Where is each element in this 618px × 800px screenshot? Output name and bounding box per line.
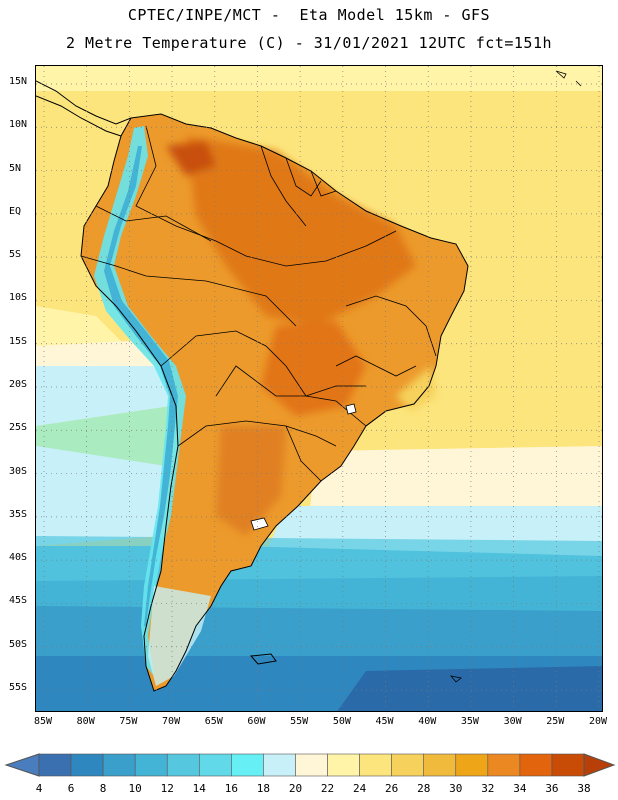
latitude-label: 20S <box>9 379 28 390</box>
country-borders <box>80 125 437 482</box>
colorbar-tick-label: 22 <box>320 782 335 795</box>
colorbar-bin <box>263 753 296 777</box>
colorbar-tick-label: 34 <box>513 782 527 795</box>
colorbar-tick-label: 36 <box>545 782 559 795</box>
latitude-label: 10N <box>9 119 28 131</box>
longitude-label: 20W <box>588 716 608 727</box>
caribbean-islands <box>555 70 582 87</box>
colorbar-tick-label: 6 <box>67 782 75 795</box>
latitude-label: 25S <box>9 422 28 434</box>
longitude-label: 55W <box>290 716 309 727</box>
andes-cold-ridge <box>94 126 186 676</box>
temperature-map-canvas <box>36 66 602 711</box>
hot-zone-amazon <box>186 136 416 326</box>
colorbar-tick-label: 12 <box>160 782 174 795</box>
colorbar-bin <box>551 753 585 777</box>
patagonia-cool <box>148 586 211 686</box>
colorbar-tick-label: 10 <box>128 782 142 795</box>
map-title-line2: 2 Metre Temperature (C) - 31/01/2021 12U… <box>65 34 553 52</box>
latitude-label: 10S <box>9 292 28 304</box>
longitude-label: 40W <box>418 716 437 727</box>
hot-zone-south <box>216 426 286 536</box>
longitude-label: 60W <box>247 716 266 727</box>
central-america-coast-south <box>36 95 122 137</box>
latitude-label: 45S <box>9 595 28 607</box>
lake <box>250 517 269 531</box>
latitude-label: 15N <box>9 76 28 87</box>
latitude-label: 50S <box>9 638 28 650</box>
ocean-band-6 <box>337 666 602 711</box>
colorbar-low-extension <box>4 753 40 777</box>
latitude-label: 5S <box>9 249 22 261</box>
colorbar-tick-label: 38 <box>577 782 591 795</box>
latitude-label: EQ <box>9 205 22 217</box>
temperature-colorbar <box>4 753 616 777</box>
colorbar-tick-label: 26 <box>385 782 399 795</box>
colorbar-bin <box>487 753 521 777</box>
latitude-label: 55S <box>9 682 28 693</box>
longitude-label: 25W <box>546 716 565 727</box>
longitude-label: 70W <box>162 716 181 727</box>
longitude-label: 35W <box>460 716 479 727</box>
colorbar-tick-label: 32 <box>481 782 495 795</box>
ocean-band-pacific-20b <box>36 446 166 546</box>
colorbar-bin <box>70 753 104 777</box>
map-title-line1: CPTEC/INPE/MCT - Eta Model 15km - GFS <box>127 6 491 24</box>
colorbar-tick-label: 14 <box>192 782 206 795</box>
colorbar-bin <box>423 753 457 777</box>
longitude-label: 50W <box>332 716 351 727</box>
colorbar-bin <box>327 753 360 777</box>
temperature-map <box>35 65 603 712</box>
latitude-label: 5N <box>9 162 22 174</box>
longitude-label: 75W <box>119 716 138 727</box>
latitude-label: 35S <box>9 508 28 520</box>
colorbar-tick-label: 8 <box>99 782 107 795</box>
colorbar-bin <box>455 753 489 777</box>
south-georgia <box>449 675 462 683</box>
colorbar-bin <box>134 753 168 777</box>
hot-zone-venezuela <box>166 141 216 176</box>
colorbar-tick-label: 24 <box>352 782 367 795</box>
colorbar-bin <box>198 753 232 777</box>
ocean-band-14 <box>36 536 602 581</box>
latitude-label: 30S <box>9 465 28 477</box>
colorbar-tick-label: 30 <box>449 782 463 795</box>
colorbar-bin <box>391 753 425 777</box>
hot-zone-central <box>261 321 366 416</box>
colorbar-tick-label: 16 <box>224 782 238 795</box>
ocean-band-north <box>36 66 602 91</box>
colorbar-bin <box>38 753 72 777</box>
colorbar-tick-label: 28 <box>417 782 431 795</box>
coastline <box>80 113 469 692</box>
lake-central <box>345 403 357 415</box>
latitude-label: 40S <box>9 552 28 564</box>
longitude-label: 45W <box>375 716 394 727</box>
central-america-coast <box>36 80 132 125</box>
cool-zone-southeast <box>396 366 436 411</box>
colorbar-bin <box>359 753 392 777</box>
colorbar-tick-label: 20 <box>288 782 303 795</box>
longitude-label: 30W <box>503 716 522 727</box>
colorbar-high-extension <box>583 753 616 777</box>
longitude-label: 85W <box>33 716 53 727</box>
colorbar-bin <box>519 753 553 777</box>
colorbar-tick-label: 18 <box>256 782 271 795</box>
falkland-islands <box>249 653 277 665</box>
longitude-label: 65W <box>204 716 223 727</box>
ocean-band-pacific-24 <box>36 306 126 351</box>
colorbar-tick-label: 4 <box>35 782 43 795</box>
colorbar-bin <box>231 753 264 777</box>
longitude-label: 80W <box>76 716 95 727</box>
colorbar-bin <box>166 753 200 777</box>
colorbar-bin <box>295 753 328 777</box>
latitude-label: 15S <box>9 335 28 347</box>
colorbar-bin <box>102 753 136 777</box>
